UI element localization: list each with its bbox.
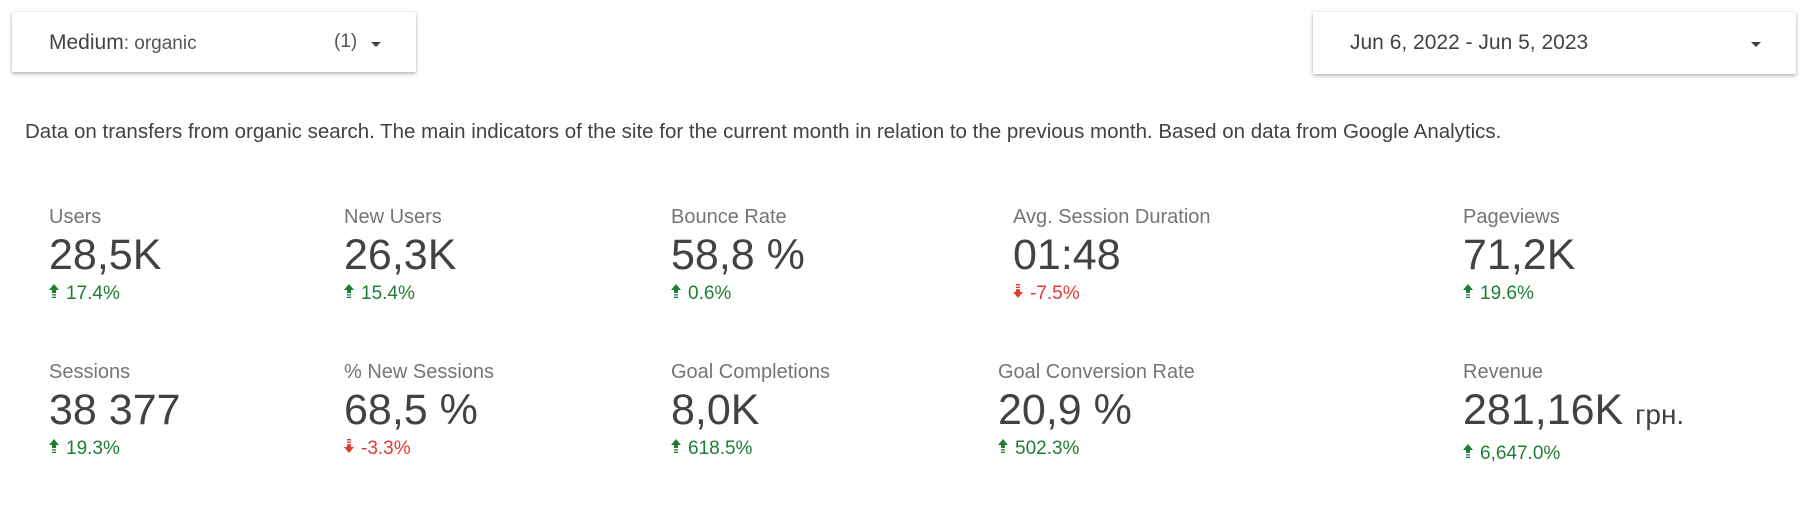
scorecard-delta: -7.5%: [1013, 282, 1211, 306]
arrow-up-icon: [49, 439, 59, 453]
filter-label: Medium: organic: [49, 31, 197, 54]
scorecard-sessions: Sessions 38 377 19.3%: [49, 360, 181, 461]
chevron-down-icon[interactable]: [371, 42, 381, 47]
scorecard-label: Goal Completions: [671, 361, 830, 383]
scorecard-value: 01:48: [1013, 231, 1121, 279]
scorecard-label: Users: [49, 206, 102, 228]
arrow-up-icon: [344, 284, 354, 298]
arrow-down-icon: [344, 439, 354, 453]
chevron-down-icon[interactable]: [1751, 42, 1761, 47]
date-range-control[interactable]: Jun 6, 2022 - Jun 5, 2023: [1313, 12, 1796, 74]
arrow-up-icon: [49, 284, 59, 298]
filter-value: : organic: [123, 33, 197, 54]
scorecard-delta: 0.6%: [671, 282, 805, 306]
arrow-up-icon: [671, 439, 681, 453]
scorecard-value: 58,8 %: [671, 231, 805, 279]
scorecard-pageviews: Pageviews 71,2K 19.6%: [1463, 205, 1575, 306]
scorecard-label: Bounce Rate: [671, 206, 787, 228]
scorecard-label: Goal Conversion Rate: [998, 361, 1195, 383]
arrow-up-icon: [1463, 284, 1473, 298]
scorecard-label: Avg. Session Duration: [1013, 206, 1211, 228]
scorecard-goal-completions: Goal Completions 8,0K 618.5%: [671, 360, 830, 461]
filter-selected-count: (1): [334, 31, 358, 52]
date-range-value: Jun 6, 2022 - Jun 5, 2023: [1350, 31, 1589, 54]
scorecard-bounce-rate: Bounce Rate 58,8 % 0.6%: [671, 205, 805, 306]
arrow-up-icon: [1463, 444, 1473, 458]
scorecard-label: Pageviews: [1463, 206, 1560, 228]
scorecard-delta: 6,647.0%: [1463, 442, 1684, 466]
scorecard-delta: 19.6%: [1463, 282, 1575, 306]
scorecard-value: 281,16K грн.: [1463, 386, 1685, 434]
scorecard-delta: 19.3%: [49, 437, 181, 461]
scorecard-value: 28,5K: [49, 231, 162, 279]
scorecard-label: Revenue: [1463, 361, 1544, 383]
scorecard-delta: -3.3%: [344, 437, 494, 461]
scorecard-value: 71,2K: [1463, 231, 1576, 279]
scorecard-goal-conversion-rate: Goal Conversion Rate 20,9 % 502.3%: [998, 360, 1195, 461]
arrow-up-icon: [671, 284, 681, 298]
scorecard-delta: 618.5%: [671, 437, 830, 461]
scorecard-value: 20,9 %: [998, 386, 1132, 434]
scorecard-label: % New Sessions: [344, 361, 495, 383]
scorecard-delta: 15.4%: [344, 282, 456, 306]
scorecard-users: Users 28,5K 17.4%: [49, 205, 161, 306]
scorecard-revenue: Revenue 281,16K грн. 6,647.0%: [1463, 360, 1684, 466]
scorecard-value: 26,3K: [344, 231, 457, 279]
report-description: Data on transfers from organic search. T…: [25, 120, 1502, 143]
medium-filter-control[interactable]: Medium: organic (1): [12, 12, 416, 72]
scorecard-delta: 502.3%: [998, 437, 1195, 461]
scorecard-value: 68,5 %: [344, 386, 478, 434]
currency-unit: грн.: [1635, 399, 1685, 430]
arrow-down-icon: [1013, 284, 1023, 298]
scorecard-label: New Users: [344, 206, 442, 228]
scorecard-new-users: New Users 26,3K 15.4%: [344, 205, 456, 306]
scorecard-label: Sessions: [49, 361, 131, 383]
arrow-up-icon: [998, 439, 1008, 453]
scorecard-new-sessions-percent: % New Sessions 68,5 % -3.3%: [344, 360, 494, 461]
scorecard-value: 8,0K: [671, 386, 760, 434]
scorecard-avg-session-duration: Avg. Session Duration 01:48 -7.5%: [1013, 205, 1211, 306]
scorecard-value: 38 377: [49, 386, 181, 434]
scorecard-delta: 17.4%: [49, 282, 161, 306]
